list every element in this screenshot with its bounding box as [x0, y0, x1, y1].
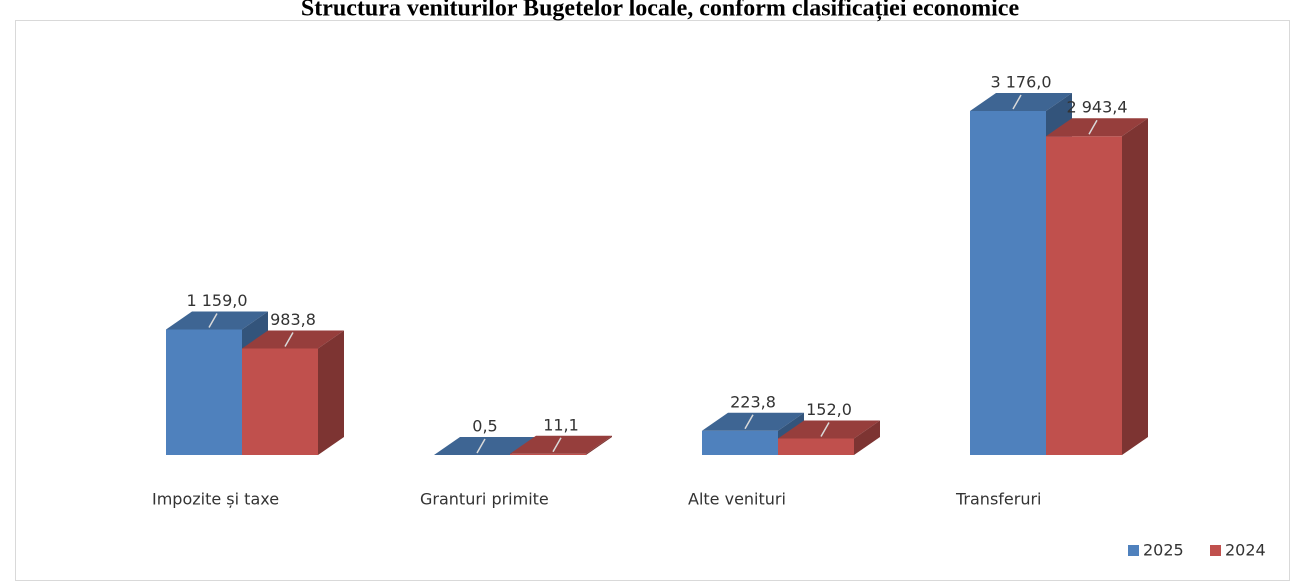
x-tick-label: Alte venituri	[688, 490, 786, 509]
bar	[778, 438, 854, 455]
legend-label: 2025	[1143, 541, 1184, 560]
leader-line	[744, 414, 754, 430]
x-tick-label: Granturi primite	[420, 490, 549, 509]
leader-line	[552, 437, 562, 453]
leader-line	[476, 438, 486, 454]
bar-top	[434, 436, 536, 455]
leader-line	[284, 332, 294, 347]
bar-side	[318, 330, 344, 455]
bar	[702, 430, 778, 455]
bar	[166, 329, 242, 455]
leader-line	[820, 422, 830, 437]
bar	[510, 453, 586, 455]
x-tick-label: Impozite și taxe	[152, 490, 279, 509]
data-label: 983,8	[270, 310, 316, 329]
bar-top	[166, 311, 268, 330]
bar	[970, 111, 1046, 455]
legend-swatch	[1128, 545, 1139, 556]
leader-line	[208, 313, 218, 328]
bar-side	[586, 435, 612, 455]
chart-frame	[15, 20, 1290, 581]
bar-top	[778, 420, 880, 439]
leader-line	[1012, 94, 1022, 110]
x-tick-label: Transferuri	[955, 490, 1042, 509]
bar	[242, 348, 318, 455]
bar-side	[854, 420, 880, 455]
legend-swatch	[1210, 545, 1221, 556]
bar-top	[702, 412, 804, 431]
bar-side	[1122, 118, 1148, 455]
data-label: 11,1	[543, 415, 579, 434]
bar-top	[1046, 118, 1148, 137]
data-label: 223,8	[730, 392, 776, 411]
bar-top	[970, 93, 1072, 111]
bar-top	[242, 330, 344, 349]
chart-title: Structura veniturilor Bugetelor locale, …	[301, 0, 1020, 22]
data-label: 1 159,0	[186, 291, 247, 310]
leader-line	[1088, 119, 1098, 135]
data-label: 2 943,4	[1066, 98, 1127, 117]
bar-top	[510, 435, 612, 454]
data-label: 0,5	[472, 416, 497, 435]
bar	[1046, 136, 1122, 455]
data-label: 152,0	[806, 400, 852, 419]
data-label: 3 176,0	[990, 73, 1051, 92]
legend-label: 2024	[1225, 541, 1266, 560]
